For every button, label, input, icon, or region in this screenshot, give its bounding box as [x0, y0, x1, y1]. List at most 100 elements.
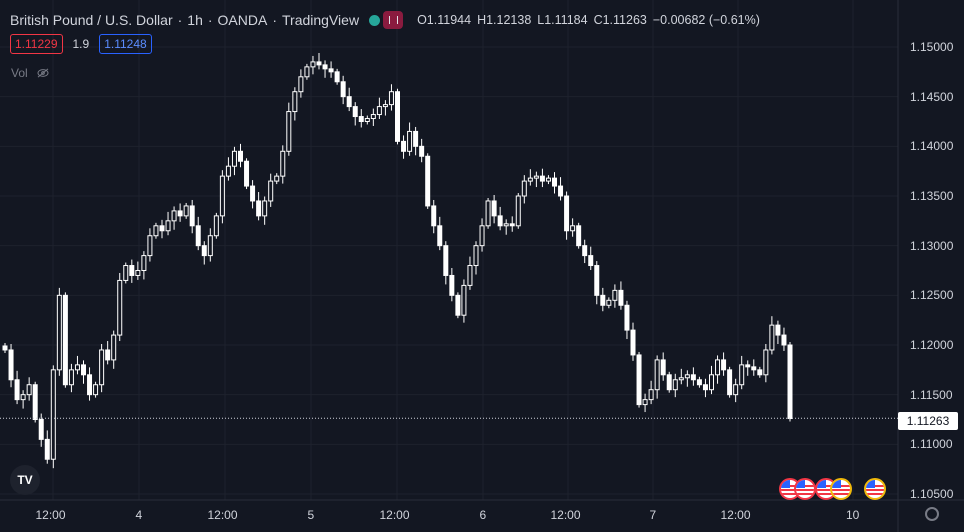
candle[interactable]	[26, 377, 32, 401]
candle[interactable]	[195, 216, 201, 251]
candle[interactable]	[443, 241, 449, 285]
candle[interactable]	[582, 239, 588, 264]
candle[interactable]	[298, 69, 304, 98]
candle[interactable]	[558, 177, 564, 201]
candle[interactable]	[419, 138, 425, 163]
candle[interactable]	[165, 211, 171, 236]
candle[interactable]	[388, 84, 394, 111]
candle[interactable]	[497, 206, 503, 231]
candle[interactable]	[539, 168, 545, 188]
candle[interactable]	[545, 175, 551, 185]
candle[interactable]	[533, 171, 539, 188]
candle[interactable]	[733, 378, 739, 403]
candle[interactable]	[763, 344, 769, 383]
candle[interactable]	[256, 192, 262, 221]
candle[interactable]	[413, 126, 419, 156]
candle[interactable]	[93, 381, 99, 398]
candle[interactable]	[395, 88, 400, 145]
candle[interactable]	[787, 342, 793, 422]
candle[interactable]	[62, 292, 68, 388]
candle[interactable]	[123, 262, 129, 284]
candle[interactable]	[642, 393, 648, 413]
candle[interactable]	[346, 87, 352, 112]
candle[interactable]	[189, 199, 195, 234]
candle[interactable]	[262, 196, 268, 225]
candle[interactable]	[225, 157, 231, 181]
candle[interactable]	[570, 218, 576, 237]
candle[interactable]	[135, 261, 141, 280]
candle[interactable]	[588, 246, 594, 271]
candle[interactable]	[322, 60, 328, 78]
candle[interactable]	[316, 52, 322, 70]
candle[interactable]	[147, 228, 153, 262]
candle[interactable]	[455, 292, 461, 319]
sell-price-button[interactable]: 1.11229	[10, 34, 63, 54]
candle[interactable]	[310, 55, 316, 75]
candle[interactable]	[576, 222, 582, 249]
candle[interactable]	[739, 355, 745, 390]
candle[interactable]	[467, 256, 473, 290]
candle[interactable]	[485, 197, 491, 229]
candle[interactable]	[461, 279, 467, 323]
candle[interactable]	[219, 170, 225, 224]
candle[interactable]	[87, 367, 93, 401]
candle[interactable]	[68, 363, 74, 393]
candle[interactable]	[32, 381, 38, 423]
candle[interactable]	[473, 241, 479, 275]
eye-slash-icon[interactable]	[36, 68, 50, 78]
candle[interactable]	[352, 102, 358, 126]
candle[interactable]	[274, 173, 280, 185]
candle[interactable]	[666, 371, 672, 393]
candle[interactable]	[503, 219, 509, 235]
candle[interactable]	[648, 380, 654, 405]
candle[interactable]	[630, 322, 636, 361]
candle[interactable]	[141, 251, 147, 280]
candle[interactable]	[709, 365, 714, 395]
candle[interactable]	[727, 366, 733, 398]
candle[interactable]	[153, 222, 159, 239]
candle[interactable]	[745, 360, 751, 376]
candle[interactable]	[654, 355, 660, 399]
buy-price-button[interactable]: 1.11248	[99, 34, 152, 54]
candle[interactable]	[521, 175, 527, 204]
candle[interactable]	[527, 169, 533, 186]
candle[interactable]	[678, 368, 684, 385]
candle[interactable]	[207, 228, 213, 262]
candle[interactable]	[111, 330, 117, 369]
candle[interactable]	[8, 344, 14, 388]
candle[interactable]	[358, 109, 364, 128]
candle[interactable]	[618, 281, 624, 310]
candle[interactable]	[491, 195, 497, 224]
candle[interactable]	[159, 219, 165, 239]
candle[interactable]	[56, 287, 62, 376]
interval-label[interactable]: 1h	[187, 12, 203, 28]
candle[interactable]	[690, 367, 696, 386]
candle[interactable]	[129, 259, 135, 283]
candle[interactable]	[437, 216, 443, 251]
candle[interactable]	[696, 376, 702, 388]
candle[interactable]	[431, 199, 437, 234]
candle[interactable]	[636, 351, 642, 408]
candle[interactable]	[401, 135, 407, 159]
candle[interactable]	[370, 108, 376, 126]
candle[interactable]	[600, 287, 606, 312]
candle[interactable]	[20, 390, 26, 409]
candle[interactable]	[280, 145, 286, 184]
candle[interactable]	[564, 191, 570, 240]
us-flag-icon[interactable]	[864, 478, 886, 500]
candle[interactable]	[244, 158, 250, 190]
candle[interactable]	[552, 172, 557, 194]
candle[interactable]	[292, 87, 298, 121]
candle[interactable]	[81, 360, 86, 384]
candle[interactable]	[425, 153, 431, 209]
candle[interactable]	[702, 378, 708, 398]
gear-icon[interactable]	[925, 507, 939, 521]
candle[interactable]	[751, 359, 757, 376]
candle[interactable]	[117, 272, 123, 342]
candle[interactable]	[231, 146, 237, 176]
us-flag-icon[interactable]	[830, 478, 852, 500]
candle[interactable]	[171, 206, 177, 230]
candle[interactable]	[376, 97, 382, 120]
candle[interactable]	[213, 212, 219, 239]
